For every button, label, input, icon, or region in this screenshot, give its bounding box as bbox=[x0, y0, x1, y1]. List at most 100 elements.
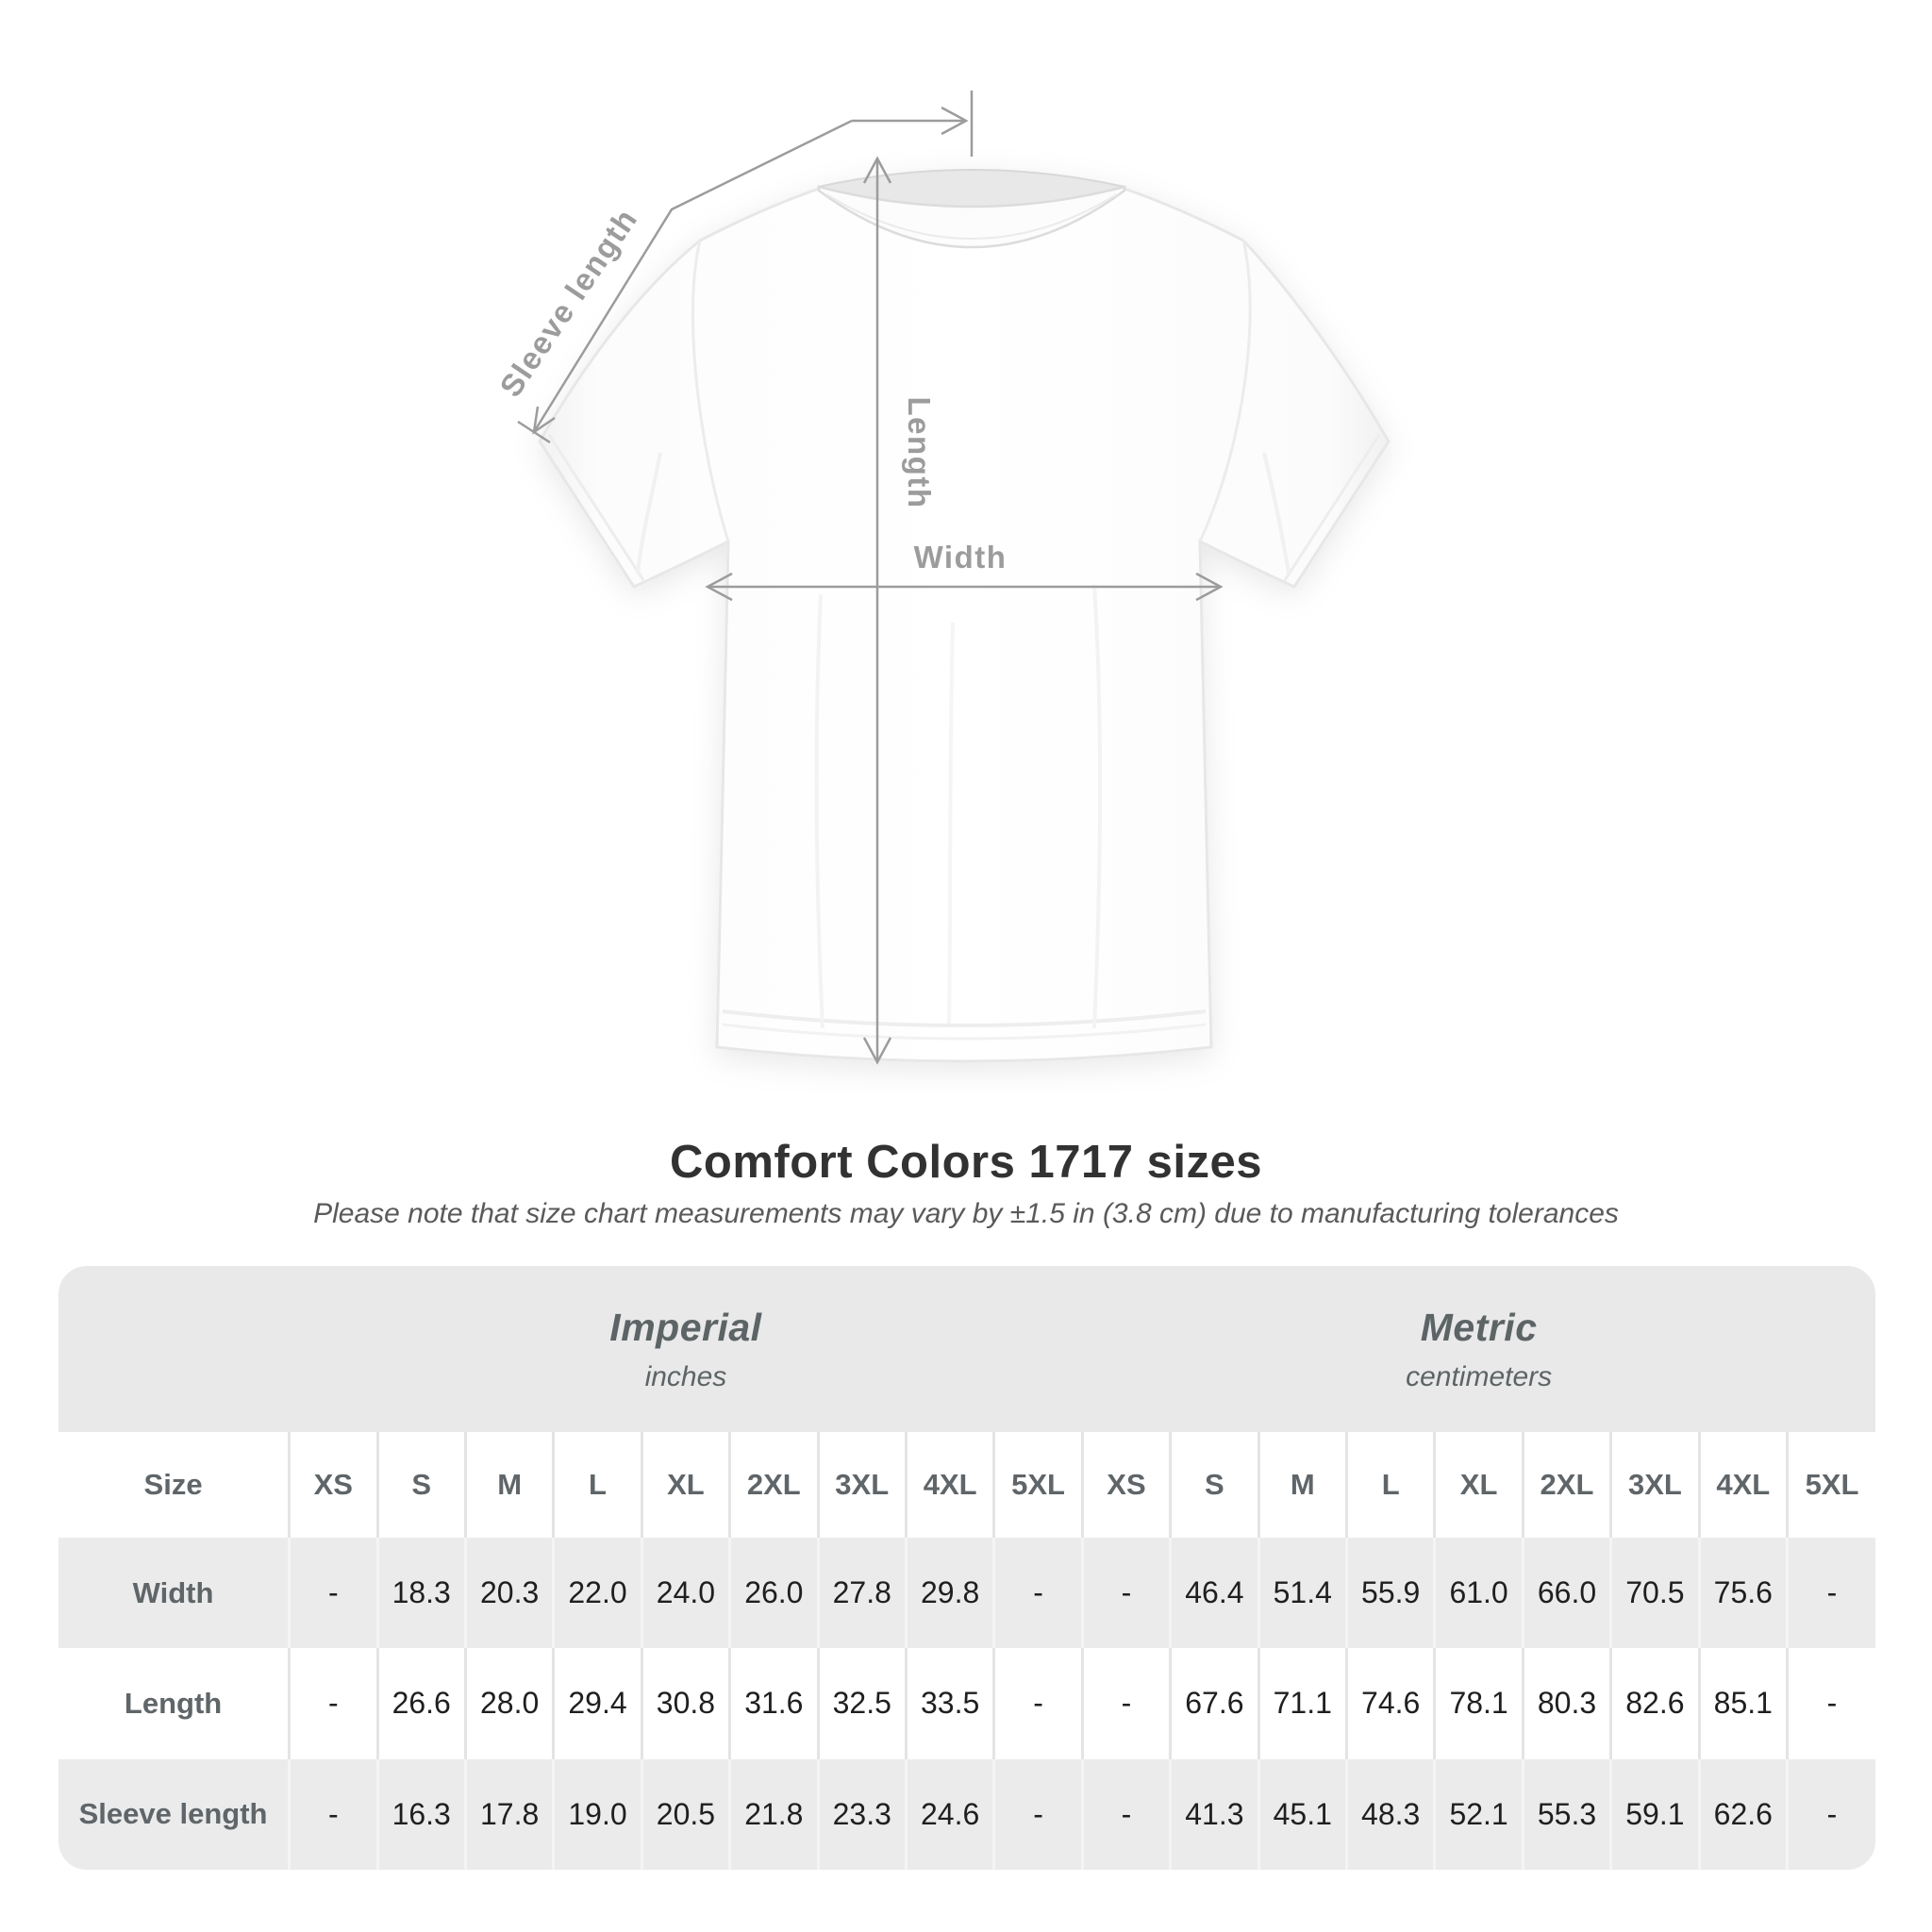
length-arrow bbox=[862, 156, 892, 1065]
col-header-imperial-3xl: 3XL bbox=[816, 1432, 907, 1538]
sleeve-end-tick bbox=[517, 420, 551, 444]
measurement-cell: 66.0 bbox=[1521, 1538, 1611, 1649]
measurement-cell: 71.1 bbox=[1257, 1648, 1347, 1759]
measurement-cell: - bbox=[1786, 1538, 1875, 1649]
measurement-cell: - bbox=[1080, 1758, 1171, 1870]
col-header-imperial-l: L bbox=[552, 1432, 642, 1538]
measurement-cell: 80.3 bbox=[1521, 1648, 1611, 1759]
measurement-cell: 24.0 bbox=[640, 1538, 730, 1649]
measurement-row-sleeve-length: Sleeve length -16.3 17.8 19.0 20.5 21.8 23.3 24… bbox=[58, 1758, 1875, 1870]
collar bbox=[817, 169, 1126, 249]
col-header-metric-3xl: 3XL bbox=[1609, 1432, 1700, 1538]
measurement-cell: 30.8 bbox=[640, 1648, 730, 1759]
seam-lines bbox=[547, 240, 1381, 1041]
measurement-cell: 48.3 bbox=[1344, 1758, 1435, 1870]
measurement-cell: 70.5 bbox=[1609, 1538, 1700, 1649]
measurement-cell: 82.6 bbox=[1609, 1648, 1700, 1759]
measurement-cell: 46.4 bbox=[1169, 1538, 1259, 1649]
measurement-cell: 74.6 bbox=[1344, 1648, 1435, 1759]
row-label: Sleeve length bbox=[78, 1797, 268, 1831]
sleeve-length-arrow bbox=[517, 91, 974, 444]
col-header-metric-2xl: 2XL bbox=[1521, 1432, 1611, 1538]
col-header-imperial-s: S bbox=[375, 1432, 466, 1538]
row-label: Length bbox=[124, 1686, 223, 1720]
width-arrow bbox=[705, 572, 1224, 602]
measurement-cell: - bbox=[288, 1538, 377, 1649]
measurement-cell: 18.3 bbox=[375, 1538, 466, 1649]
size-table: Imperial inches Metric centimeters Size … bbox=[58, 1266, 1875, 1870]
tshirt-measurement-diagram: Sleeve length Length Width bbox=[492, 91, 1391, 1065]
measurement-cell: 67.6 bbox=[1169, 1648, 1259, 1759]
measurement-cell: 23.3 bbox=[816, 1758, 907, 1870]
col-header-metric-xl: XL bbox=[1433, 1432, 1524, 1538]
metric-unit: centimeters bbox=[1406, 1360, 1553, 1392]
measurement-cell: 85.1 bbox=[1697, 1648, 1788, 1759]
measurement-cell: - bbox=[1080, 1538, 1171, 1649]
measurement-cell: 52.1 bbox=[1433, 1758, 1524, 1870]
col-header-metric-l: L bbox=[1344, 1432, 1435, 1538]
measurement-cell: 55.3 bbox=[1521, 1758, 1611, 1870]
measurement-cell: 45.1 bbox=[1257, 1758, 1347, 1870]
measurement-cell: 55.9 bbox=[1344, 1538, 1435, 1649]
measurement-row-length: Length -26.6 28.0 29.4 30.8 31.6 32.5 33.5- -67.… bbox=[58, 1648, 1875, 1759]
measurement-cell: 28.0 bbox=[463, 1648, 554, 1759]
length-label: Length bbox=[902, 397, 937, 509]
measurement-cell: 51.4 bbox=[1257, 1538, 1347, 1649]
width-label: Width bbox=[914, 540, 1008, 575]
measurement-cell: 26.6 bbox=[375, 1648, 466, 1759]
col-header-metric-xs: XS bbox=[1080, 1432, 1171, 1538]
row-label: Width bbox=[132, 1575, 214, 1609]
measurement-cell: - bbox=[1786, 1758, 1875, 1870]
size-table-container: Imperial inches Metric centimeters Size … bbox=[58, 1266, 1875, 1870]
measurement-cell: 75.6 bbox=[1697, 1538, 1788, 1649]
measurement-cell: 27.8 bbox=[816, 1538, 907, 1649]
measurement-cell: - bbox=[288, 1648, 377, 1759]
measurement-cell: 29.4 bbox=[552, 1648, 642, 1759]
measurement-cell: 61.0 bbox=[1433, 1538, 1524, 1649]
measurement-cell: - bbox=[992, 1538, 1083, 1649]
band-corner bbox=[58, 1266, 290, 1432]
tshirt-graphic bbox=[538, 169, 1391, 1063]
col-header-metric-4xl: 4XL bbox=[1697, 1432, 1788, 1538]
col-header-imperial-5xl: 5XL bbox=[992, 1432, 1083, 1538]
measurement-cell: 20.5 bbox=[640, 1758, 730, 1870]
measurement-cell: - bbox=[288, 1758, 377, 1870]
col-header-metric-m: M bbox=[1257, 1432, 1347, 1538]
measurement-cell: - bbox=[992, 1648, 1083, 1759]
col-header-imperial-m: M bbox=[463, 1432, 554, 1538]
measurement-cell: 21.8 bbox=[728, 1758, 819, 1870]
tshirt-silhouette bbox=[538, 169, 1391, 1063]
measurement-cell: 22.0 bbox=[552, 1538, 642, 1649]
measurement-cell: 19.0 bbox=[552, 1758, 642, 1870]
measurement-cell: - bbox=[992, 1758, 1083, 1870]
imperial-label: Imperial bbox=[609, 1305, 762, 1349]
tolerance-note: Please note that size chart measurements… bbox=[313, 1198, 1619, 1229]
imperial-group-header: Imperial inches bbox=[289, 1266, 1083, 1432]
measurement-cell: 59.1 bbox=[1609, 1758, 1700, 1870]
measurement-cell: 31.6 bbox=[728, 1648, 819, 1759]
measurement-cell: 16.3 bbox=[375, 1758, 466, 1870]
measurement-cell: 17.8 bbox=[463, 1758, 554, 1870]
measurement-cell: 33.5 bbox=[904, 1648, 994, 1759]
measurement-cell: 29.8 bbox=[904, 1538, 994, 1649]
collar-band bbox=[817, 185, 1126, 249]
measurement-annotations bbox=[517, 91, 1224, 1065]
measurement-cell: - bbox=[1080, 1648, 1171, 1759]
col-header-imperial-xl: XL bbox=[640, 1432, 730, 1538]
col-header-metric-s: S bbox=[1169, 1432, 1259, 1538]
measurement-row-width: Width -18.3 20.3 22.0 24.0 26.0 27.8 29.8- -46.4… bbox=[58, 1538, 1875, 1649]
measurement-cell: - bbox=[1786, 1648, 1875, 1759]
measurement-cell: 24.6 bbox=[904, 1758, 994, 1870]
col-header-imperial-xs: XS bbox=[288, 1432, 377, 1538]
size-column-header: Size bbox=[143, 1468, 203, 1501]
col-header-imperial-2xl: 2XL bbox=[728, 1432, 819, 1538]
col-header-metric-5xl: 5XL bbox=[1786, 1432, 1875, 1538]
size-header-row: Size XS S M L XL 2XL 3XL 4XL 5XL XS S M L XL 2XL 3XL 4XL… bbox=[58, 1432, 1875, 1538]
measurement-cell: 32.5 bbox=[816, 1648, 907, 1759]
page-title: Comfort Colors 1717 sizes bbox=[670, 1137, 1262, 1188]
collar-stitch bbox=[825, 193, 1118, 240]
metric-label: Metric bbox=[1420, 1305, 1538, 1349]
unit-group-row: Imperial inches Metric centimeters bbox=[58, 1266, 1875, 1432]
measurement-cell: 62.6 bbox=[1697, 1758, 1788, 1870]
